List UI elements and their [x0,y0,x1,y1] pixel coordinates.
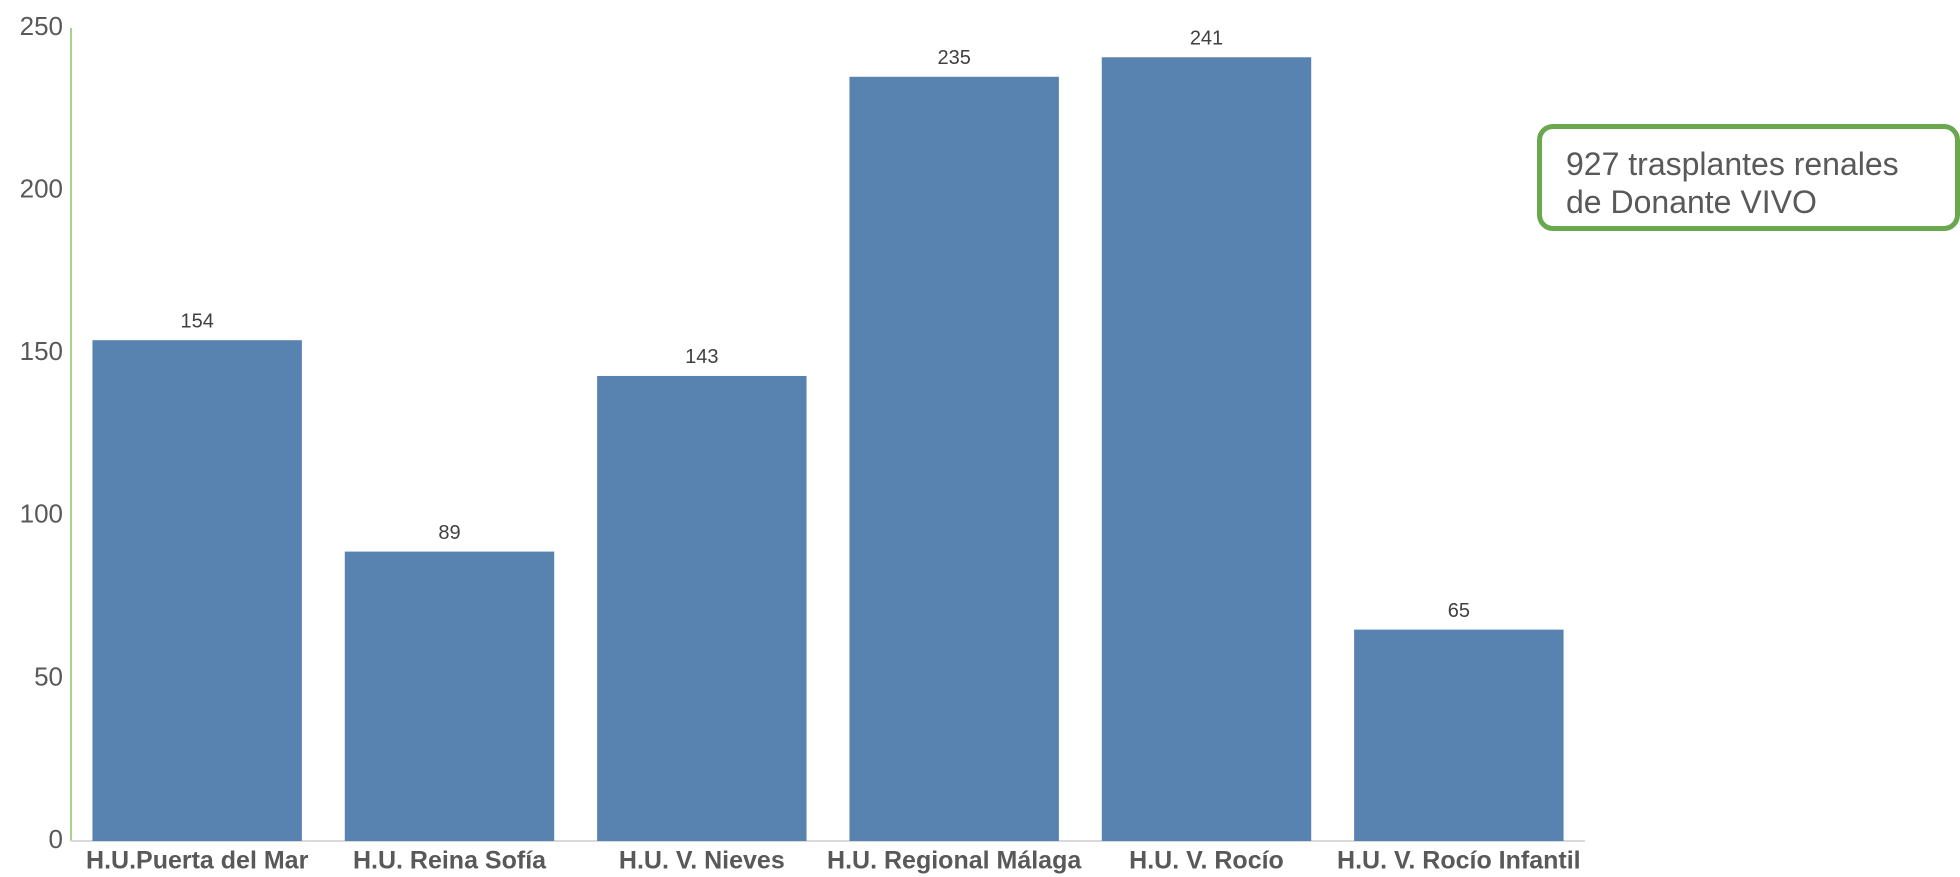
bar [1354,629,1564,841]
x-tick-label: H.U. V. Rocío [1129,847,1284,875]
x-tick-label: H.U. V. Rocío Infantil [1337,847,1581,875]
bar [849,76,1059,841]
value-label: 65 [1448,600,1470,622]
value-label: 241 [1190,28,1223,50]
value-label: 235 [937,47,970,69]
y-tick-label: 200 [20,173,63,203]
y-tick-label: 50 [34,661,63,691]
value-label: 89 [438,522,460,544]
x-tick-label: H.U. Reina Sofía [353,847,547,875]
bar [1101,57,1312,841]
bar [92,340,302,841]
x-tick-label: H.U.Puerta del Mar [86,847,309,875]
bar [597,375,807,841]
value-label: 143 [685,346,718,368]
annotation: 927 trasplantes renales de Donante VIVO [1537,124,1960,231]
x-tick-label: H.U. Regional Málaga [827,847,1082,875]
x-tick-label: H.U. V. Nieves [619,847,785,875]
y-tick-label: 0 [49,824,63,854]
bar [344,551,555,841]
y-tick-label: 250 [20,11,63,41]
value-label: 154 [180,310,213,332]
y-tick-label: 100 [20,499,63,529]
y-tick-label: 150 [20,336,63,366]
